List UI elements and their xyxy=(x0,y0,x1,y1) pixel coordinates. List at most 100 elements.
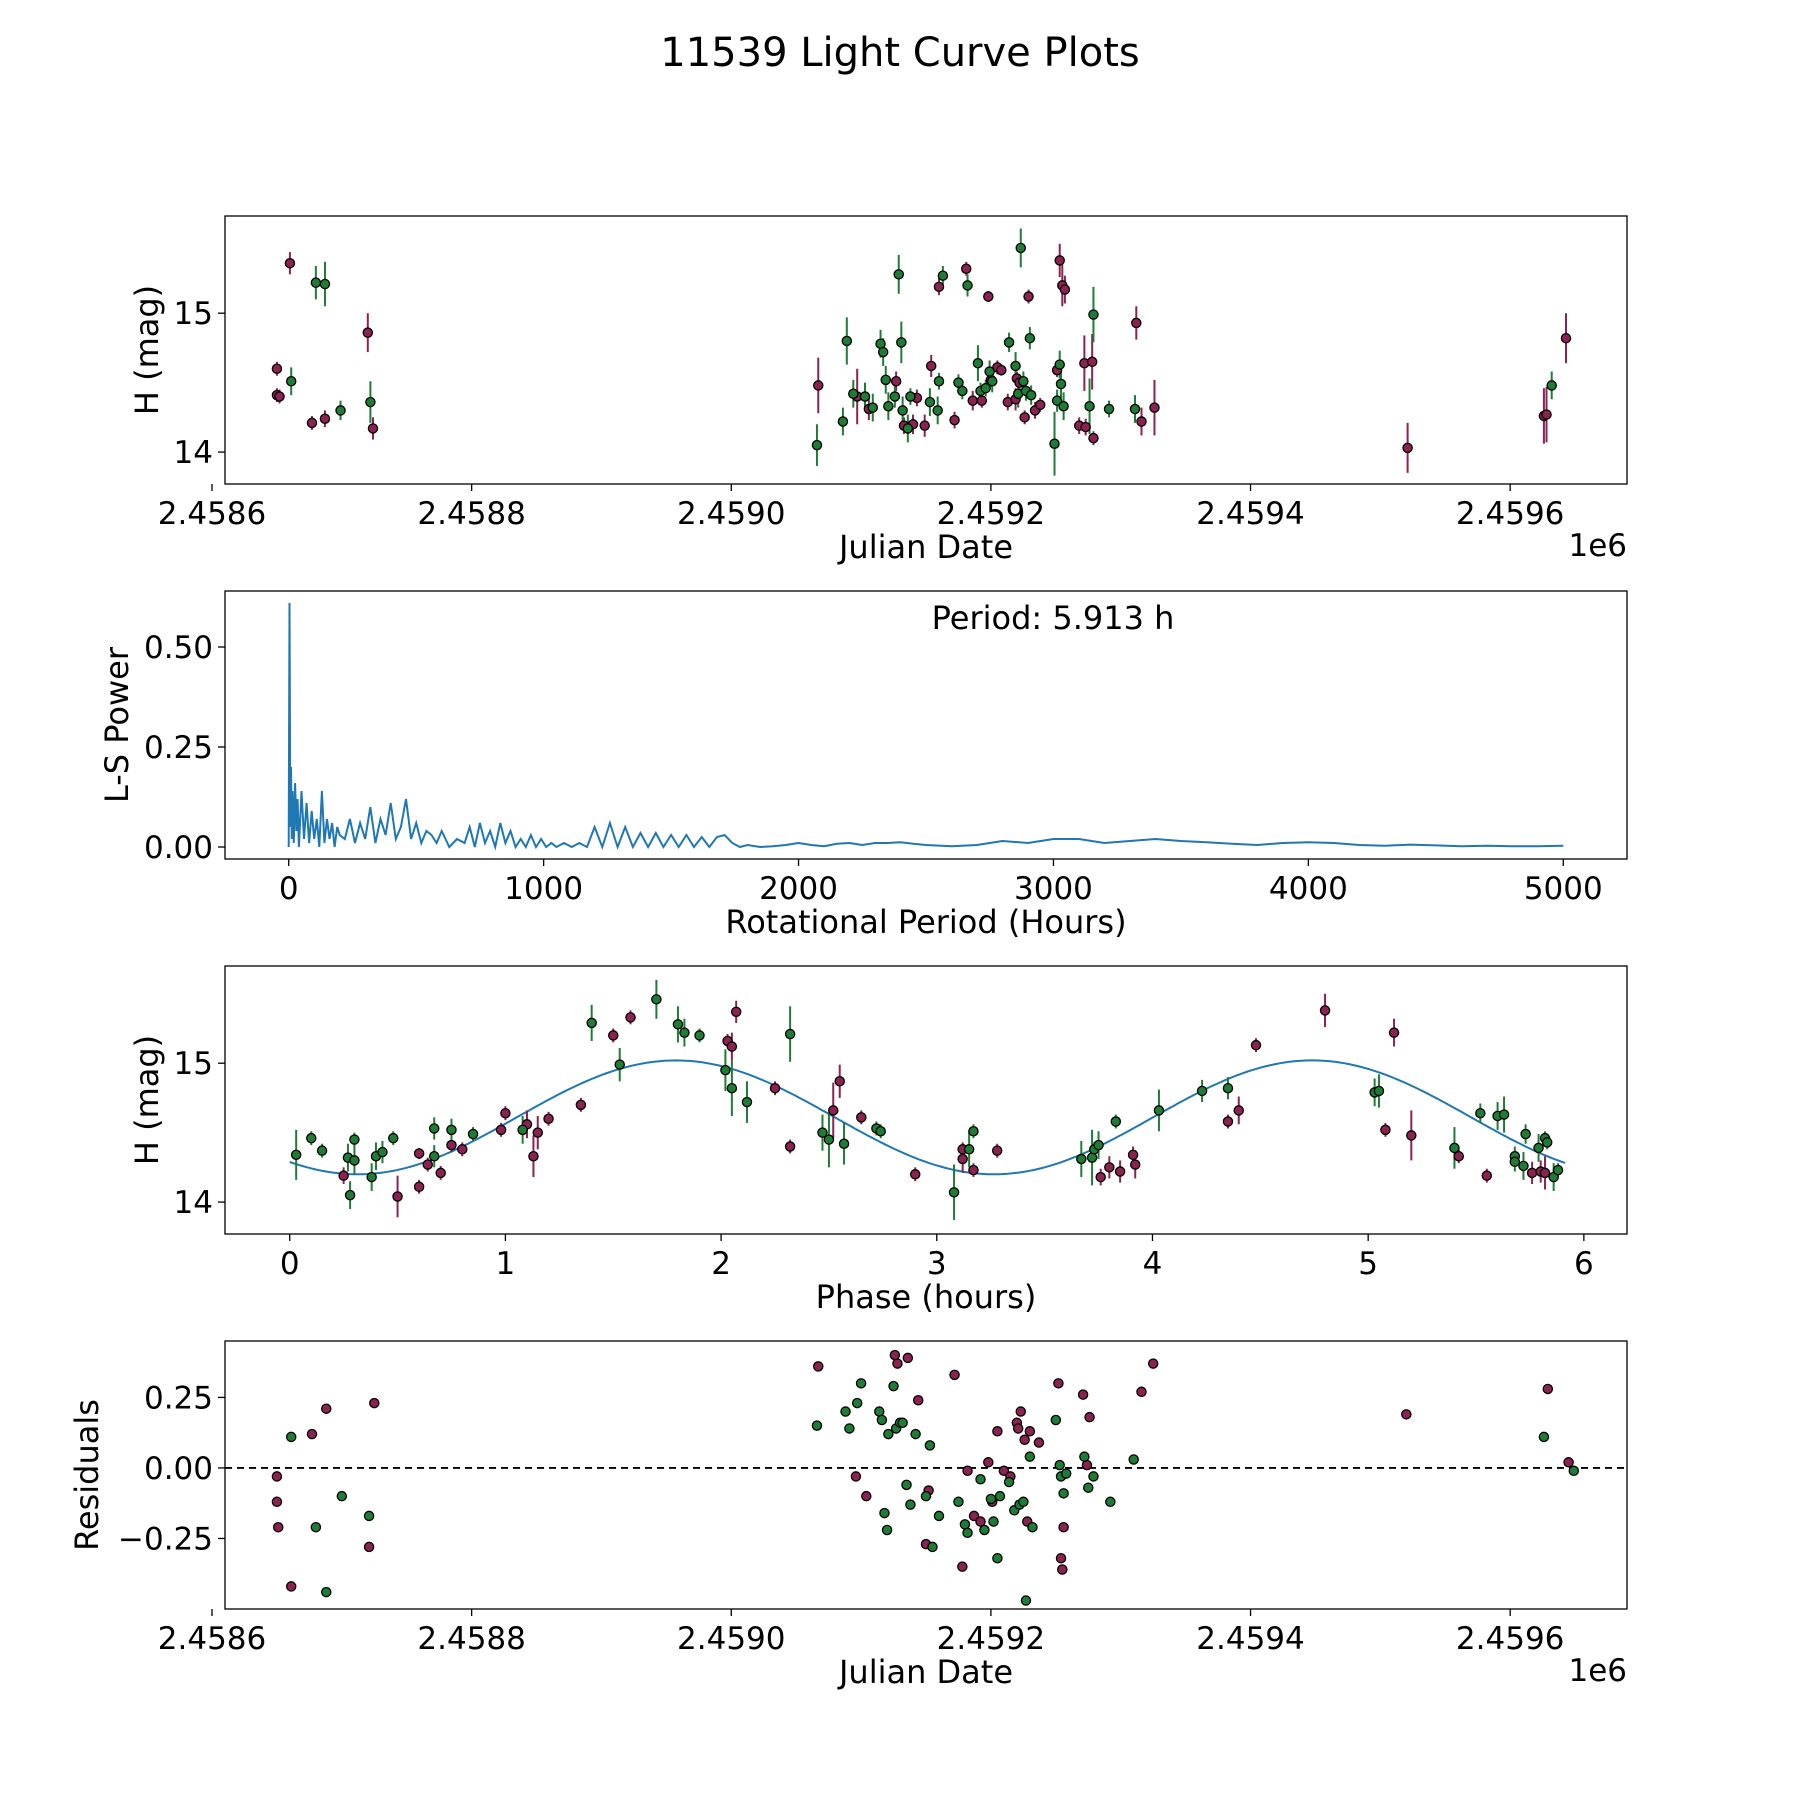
light-curve-point xyxy=(1025,389,1037,401)
light-curve-point xyxy=(890,375,902,387)
phase-fold-point xyxy=(1481,1170,1493,1181)
phase-fold-point xyxy=(720,1064,731,1076)
phase-fold-point xyxy=(1114,1166,1126,1177)
phase-fold-xtick-label: 6 xyxy=(1574,1246,1594,1282)
phase-fold-point xyxy=(1104,1162,1115,1173)
light-curve-point xyxy=(319,413,331,424)
residuals-point xyxy=(953,1496,964,1508)
residuals-point xyxy=(1015,1406,1027,1417)
phase-fold-error-bars xyxy=(295,979,1559,1221)
phase-fold-point xyxy=(730,1006,742,1018)
light-curve-point xyxy=(1051,395,1063,406)
phase-fold-point xyxy=(586,1017,597,1029)
residuals-point xyxy=(1568,1465,1580,1477)
periodogram-ytick-label: 0.00 xyxy=(144,830,213,866)
residuals-point xyxy=(840,1406,851,1417)
phase-fold-points xyxy=(290,994,1564,1202)
periodogram-ytick-label: 0.25 xyxy=(144,730,213,766)
residuals-point xyxy=(924,1440,936,1451)
light-curve-point xyxy=(953,377,964,388)
residuals-point xyxy=(957,1561,968,1572)
residuals-point xyxy=(861,1490,872,1502)
phase-fold-point xyxy=(828,1105,839,1116)
residuals-point xyxy=(855,1378,867,1389)
residuals-point xyxy=(1033,1437,1045,1448)
light-curve-point xyxy=(841,335,853,347)
light-curve-point xyxy=(893,269,904,280)
light-curve-point xyxy=(925,360,937,372)
light-curve-point xyxy=(932,405,943,416)
residuals-point xyxy=(992,1552,1003,1564)
residuals-point xyxy=(851,1397,863,1409)
phase-fold-point xyxy=(413,1181,425,1193)
residuals-point xyxy=(881,1524,893,1536)
residuals-xtick-label: 2.4590 xyxy=(677,1621,785,1657)
residuals-points xyxy=(271,1349,1580,1606)
phase-fold-point xyxy=(1388,1027,1400,1038)
light-curve-point xyxy=(1015,242,1027,254)
light-curve-point xyxy=(837,416,849,427)
phase-fold-point xyxy=(1373,1085,1385,1097)
residuals-point xyxy=(968,1510,980,1522)
light-curve-point xyxy=(937,270,949,281)
light-curve-point xyxy=(1136,416,1147,427)
light-curve-point xyxy=(335,405,346,416)
residuals-xtick-label: 2.4594 xyxy=(1196,1621,1304,1657)
light-curve-point xyxy=(1003,337,1015,348)
light-curve-point xyxy=(811,439,823,451)
light-curve-point xyxy=(367,423,379,434)
phase-fold-point xyxy=(290,1149,302,1161)
phase-fold-point xyxy=(1533,1142,1544,1154)
phase-fold-point xyxy=(968,1125,979,1137)
phase-fold-point xyxy=(991,1145,1003,1156)
light-curve-point xyxy=(1054,359,1065,370)
phase-fold-point xyxy=(338,1170,349,1181)
light-curve-point xyxy=(1560,332,1572,344)
light-curve-point xyxy=(1080,421,1091,433)
phase-fold-point xyxy=(349,1134,360,1145)
residuals-point xyxy=(844,1423,855,1434)
phase-fold-point xyxy=(1233,1105,1245,1116)
phase-fold-point xyxy=(875,1125,886,1137)
phase-fold-point xyxy=(1196,1085,1208,1097)
residuals-point xyxy=(905,1499,916,1510)
residuals-point xyxy=(813,1361,824,1372)
phase-fold-point xyxy=(422,1159,434,1170)
residuals-point xyxy=(1018,1496,1029,1508)
light-curve-xtick-label: 2.4588 xyxy=(417,496,525,532)
light-curve-point xyxy=(967,395,978,406)
light-curve-point xyxy=(889,391,901,402)
light-curve-point xyxy=(905,391,916,402)
phase-fold-xlabel: Phase (hours) xyxy=(816,1278,1037,1316)
light-curve-point xyxy=(813,380,824,391)
residuals-x-offset: 1e6 xyxy=(1568,1653,1627,1689)
light-curve-point xyxy=(1019,412,1030,423)
light-curve-point xyxy=(1018,375,1029,387)
phase-fold-point xyxy=(957,1153,968,1165)
residuals-point xyxy=(975,1473,986,1485)
residuals-point xyxy=(883,1428,894,1440)
light-curve-point xyxy=(1103,403,1115,415)
residuals-point xyxy=(874,1406,885,1417)
residuals-point xyxy=(336,1490,348,1502)
light-curve-point xyxy=(1088,432,1099,444)
periodogram-xtick-label: 3000 xyxy=(1014,871,1093,907)
light-curve-point xyxy=(1402,442,1413,454)
light-curve-point xyxy=(1049,438,1060,449)
residuals-point xyxy=(979,1524,990,1536)
residuals-point xyxy=(1401,1409,1412,1420)
light-curve-ticks: 2.4586 2.4588 2.4590 2.4592 2.4594 2.4596 14 15 xyxy=(158,296,1565,532)
phase-fold-panel: 0 1 2 3 4 5 6 14 15 Phase (hours) H (mag) xyxy=(128,965,1628,1316)
residuals-point xyxy=(271,1471,283,1482)
light-curve-point xyxy=(1023,291,1034,302)
phase-fold-point xyxy=(1541,1137,1553,1148)
phase-fold-point xyxy=(1520,1128,1531,1140)
residuals-point xyxy=(1563,1457,1574,1468)
period-annotation: Period: 5.913 h xyxy=(932,599,1175,637)
phase-fold-point xyxy=(543,1113,554,1124)
phase-fold-point xyxy=(1539,1167,1551,1179)
light-curve-point xyxy=(1024,332,1036,344)
residuals-xtick-label: 2.4596 xyxy=(1456,1621,1564,1657)
phase-fold-point xyxy=(784,1028,796,1040)
phase-fold-point xyxy=(834,1076,845,1087)
